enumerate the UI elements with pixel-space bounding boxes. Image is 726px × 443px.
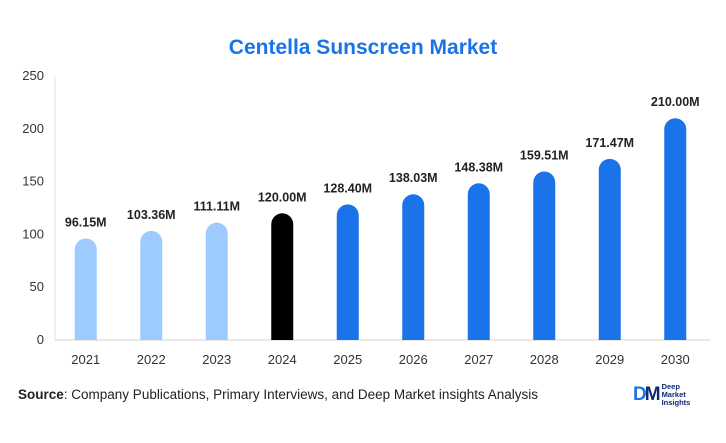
x-tick-label-2030: 2030 (661, 352, 690, 367)
data-label-2022: 103.36M (127, 208, 176, 222)
x-tick-label-2021: 2021 (71, 352, 100, 367)
x-tick-label-2028: 2028 (530, 352, 559, 367)
source-text: : Company Publications, Primary Intervie… (63, 387, 538, 402)
y-tick-label: 50 (30, 279, 44, 294)
bar-2030 (664, 118, 687, 340)
bar-2024 (271, 213, 294, 340)
bar-2026 (402, 194, 425, 340)
logo-mark-m: M (644, 384, 661, 405)
bar-2025 (336, 204, 359, 340)
data-label-2024: 120.00M (258, 190, 307, 204)
data-label-2021: 96.15M (65, 215, 107, 229)
x-axis-ticks: 2021 2022 2023 2024 2025 2026 2027 2028 2029 2030 (71, 352, 689, 367)
x-tick-label-2025: 2025 (333, 352, 362, 367)
logo-line-1: Deep (661, 382, 680, 391)
x-tick-label-2029: 2029 (595, 352, 624, 367)
logo-line-2: Market (661, 390, 686, 399)
y-tick-label: 0 (37, 332, 44, 347)
y-tick-label: 100 (22, 226, 44, 241)
logo-line-3: Insights (661, 398, 691, 407)
bars (74, 118, 687, 340)
data-label-2026: 138.03M (389, 171, 438, 185)
bar-2027 (467, 183, 490, 340)
data-labels: 96.15M 103.36M 111.11M 120.00M 128.40M 138.03… (65, 95, 700, 229)
y-tick-label: 200 (22, 121, 44, 136)
logo-mark-d: D (633, 384, 647, 405)
logo-words: Deep Market Insights (662, 383, 691, 407)
bar-2023 (205, 222, 228, 340)
bar-2021 (74, 238, 97, 340)
bar-2022 (140, 230, 163, 340)
x-tick-label-2026: 2026 (399, 352, 428, 367)
y-axis-ticks: 0 50 100 150 200 250 (22, 68, 44, 347)
data-label-2025: 128.40M (323, 181, 372, 195)
bar-2029 (598, 158, 621, 340)
y-tick-label: 150 (22, 174, 44, 189)
data-label-2030: 210.00M (651, 95, 700, 109)
x-tick-label-2022: 2022 (137, 352, 166, 367)
data-label-2023: 111.11M (193, 200, 240, 214)
y-tick-label: 250 (22, 68, 44, 83)
company-logo: DM Deep Market Insights (633, 383, 690, 407)
logo-mark: DM (633, 384, 661, 406)
x-tick-label-2024: 2024 (268, 352, 297, 367)
data-label-2029: 171.47M (585, 136, 634, 150)
data-label-2028: 159.51M (520, 149, 569, 163)
x-tick-label-2027: 2027 (464, 352, 493, 367)
chart-title: Centella Sunscreen Market (228, 36, 498, 59)
bar-2028 (533, 171, 556, 340)
data-label-2027: 148.38M (454, 160, 503, 174)
x-tick-label-2023: 2023 (202, 352, 231, 367)
source-label: Source (18, 387, 64, 402)
source-note: Source: Company Publications, Primary In… (18, 387, 538, 402)
